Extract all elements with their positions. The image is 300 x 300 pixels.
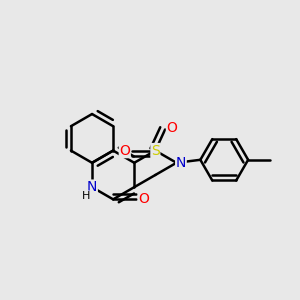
Text: S: S xyxy=(151,144,160,158)
Text: O: O xyxy=(138,192,149,206)
Text: H: H xyxy=(82,191,90,201)
Text: N: N xyxy=(176,156,186,170)
Text: N: N xyxy=(87,180,97,194)
Text: O: O xyxy=(167,121,177,135)
Text: O: O xyxy=(119,144,130,158)
